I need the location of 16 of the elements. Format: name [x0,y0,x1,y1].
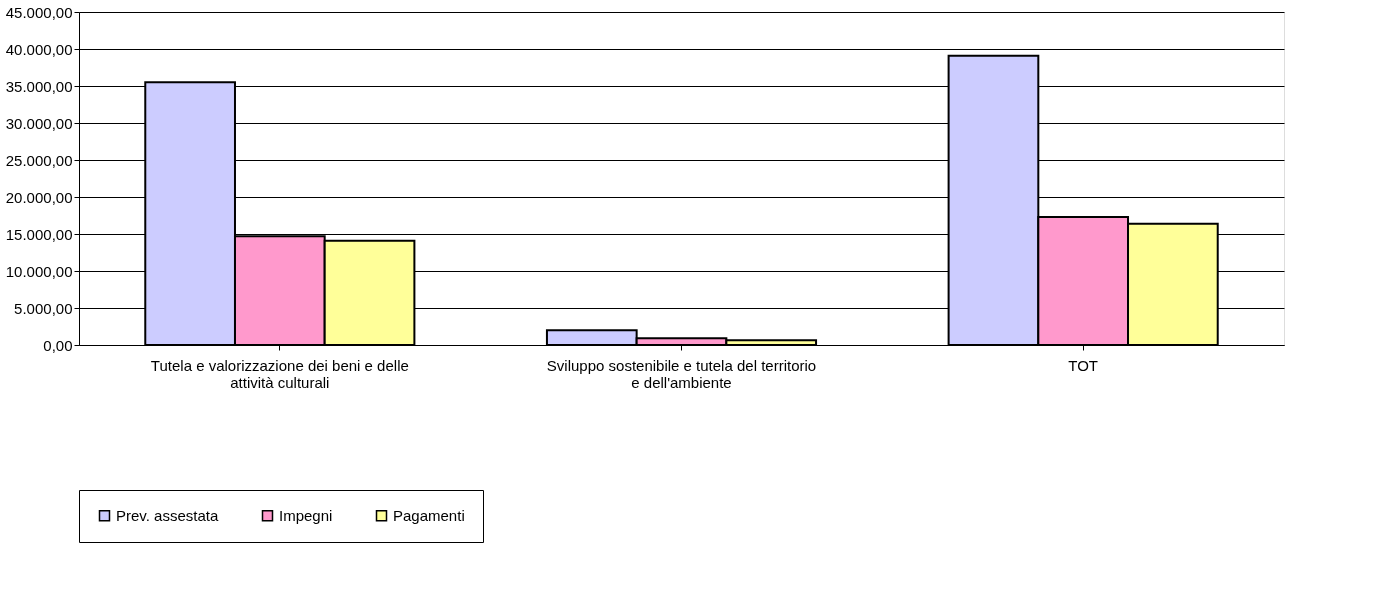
y-tick-label: 5.000,00 [14,299,73,317]
x-tick-label: Tutela e valorizzazione dei beni e delle attività culturali [150,356,409,391]
y-tick-label: 35.000,00 [5,77,73,95]
y-tick-label: 15.000,00 [5,225,73,243]
y-tick-label: 45.000,00 [5,3,73,21]
y-tick-label: 10.000,00 [5,262,73,280]
y-tick-label: 20.000,00 [5,188,73,206]
y-tick-label: 25.000,00 [5,151,73,169]
x-tick-label: TOT [1068,356,1099,374]
legend-label: Prev. assestata [116,506,219,524]
x-tick-label: Sviluppo sostenibile e tutela del territorio e dell'ambiente [546,356,817,391]
legend-label: Impegni [279,506,333,524]
y-tick-label: 0,00 [43,336,73,354]
y-tick-label: 40.000,00 [5,40,73,58]
y-tick-label: 30.000,00 [5,114,73,132]
legend-label: Pagamenti [393,506,465,524]
